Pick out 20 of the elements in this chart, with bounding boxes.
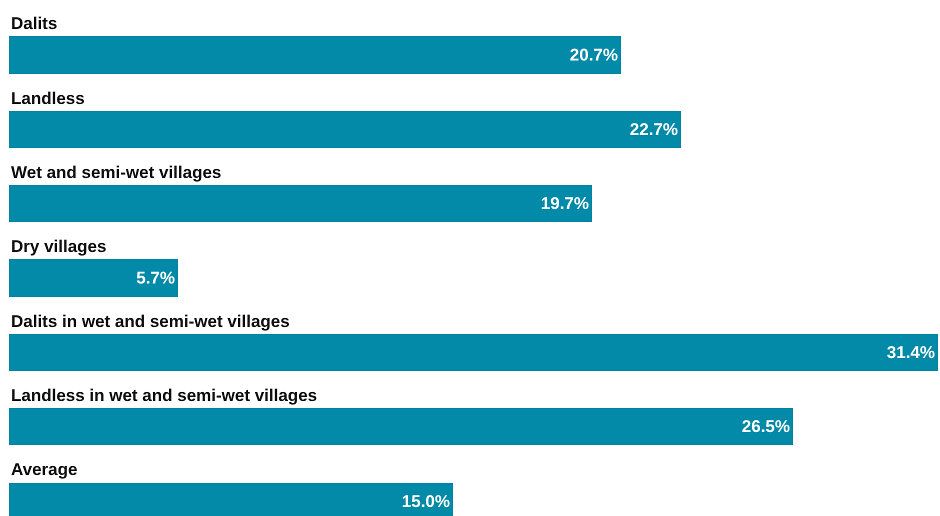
bar <box>9 408 793 445</box>
data-label: 31.4% <box>886 343 935 362</box>
data-label: 19.7% <box>540 194 589 213</box>
data-label: 5.7% <box>136 268 175 288</box>
y-tick-label: Dalits <box>11 14 58 33</box>
bar <box>9 185 592 222</box>
bar <box>9 111 681 148</box>
data-label: 20.7% <box>570 46 618 64</box>
y-tick-label: Wet and semi-wet villages <box>11 163 222 182</box>
y-tick-label: Dalits in wet and semi-wet villages <box>11 312 290 331</box>
data-label: 15.0% <box>402 492 450 511</box>
y-tick-label: Dry villages <box>11 237 106 256</box>
bar <box>9 334 938 371</box>
data-label: 22.7% <box>630 120 678 139</box>
bar <box>9 259 178 297</box>
y-tick-label: Landless <box>11 89 85 108</box>
bar <box>9 36 621 74</box>
data-label: 26.5% <box>742 417 790 436</box>
y-tick-label: Landless in wet and semi-wet villages <box>11 386 318 405</box>
y-tick-label: Average <box>11 460 78 479</box>
